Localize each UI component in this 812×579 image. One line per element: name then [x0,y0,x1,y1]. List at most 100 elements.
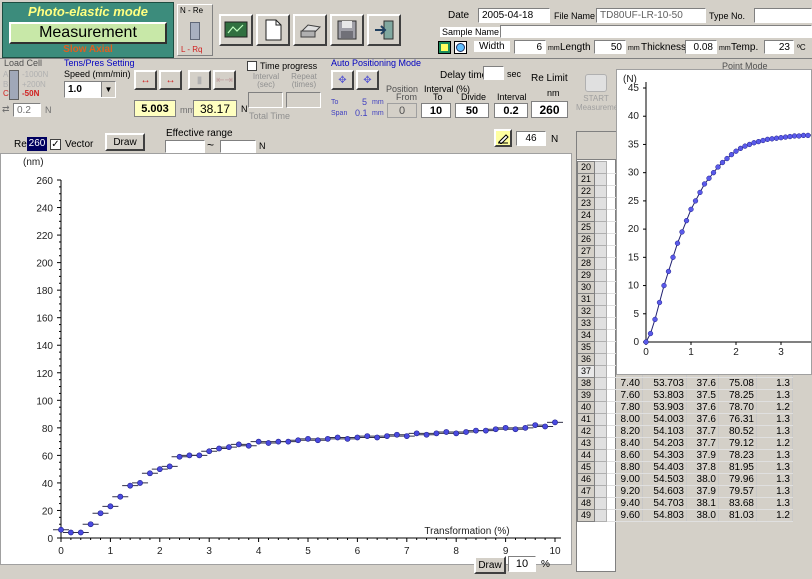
draw-button-bottom[interactable]: Draw [474,556,506,574]
row-selector[interactable] [594,305,607,318]
vector-checkbox[interactable]: ✓ [50,139,61,150]
re-limit-field[interactable]: 260 [531,101,568,118]
row-selector[interactable] [594,257,607,270]
start-button[interactable]: START Measurement [576,70,625,118]
date-field[interactable]: 2005-04-18 [478,8,550,23]
return-button[interactable]: ⇤⇥ [213,70,236,90]
row-selector[interactable] [594,485,607,498]
row-selector[interactable] [594,389,607,402]
file-name-field[interactable]: TD80UF-LR-10-50 [596,8,706,23]
point-mode-label: Point Mode [722,61,768,71]
row-selector[interactable] [594,341,607,354]
new-file-button[interactable] [256,14,290,46]
zero-icon[interactable]: ⇄ [2,104,10,114]
row-selector[interactable] [594,281,607,294]
row-selector[interactable] [594,437,607,450]
table-cell: 37.8 [686,461,719,474]
data-point [697,189,703,196]
data-point [782,134,789,140]
draw-percent-field[interactable]: 10 [508,556,536,572]
row-selector[interactable] [594,449,607,462]
circle-shape-toggle[interactable] [454,41,467,54]
auto-pos-button-1[interactable]: ✥ [331,70,354,90]
speed-select[interactable]: 1.0 ▼ [64,81,116,98]
range-min-field[interactable] [165,140,205,153]
row-selector[interactable] [594,221,607,234]
row-selector[interactable] [594,185,607,198]
table-row[interactable]: 49 9.60 54.803 38.0 81.03 1.2 [577,509,793,522]
row-selector[interactable] [594,233,607,246]
table-row[interactable]: 44 8.60 54.303 37.9 78.23 1.3 [577,449,793,462]
row-selector[interactable] [594,473,607,486]
range-max-field[interactable] [220,140,256,153]
force-chart: (N) 0 5 10 15 20 25 30 35 40 45 0 1 2 3 [623,74,812,358]
compression-button[interactable]: ↔ [159,70,182,90]
row-selector[interactable] [594,353,607,366]
draw-button-top[interactable]: Draw [105,133,145,151]
interval2-field[interactable]: 0.2 [494,103,528,118]
measurement-button[interactable]: Measurement [9,22,167,44]
row-selector[interactable] [594,245,607,258]
type-no-field[interactable] [754,8,812,23]
row-selector[interactable] [594,293,607,306]
interval-field[interactable] [248,92,283,108]
row-selector[interactable] [594,317,607,330]
row-selector[interactable] [594,497,607,510]
delay-time-field[interactable] [483,66,504,80]
row-selector[interactable] [594,461,607,474]
monitor-button[interactable] [219,14,253,46]
table-row[interactable]: 43 8.40 54.203 37.7 79.12 1.2 [577,437,793,450]
time-progress-checkbox[interactable] [247,61,257,71]
save-button[interactable] [330,14,364,46]
row-selector[interactable] [594,161,607,174]
table-row[interactable]: 48 9.40 54.703 38.1 83.68 1.3 [577,497,793,510]
thickness-field[interactable]: 0.08 [685,40,717,54]
print-button[interactable] [293,14,327,46]
width-field[interactable]: 6 [514,40,546,54]
divide-field[interactable]: 50 [455,103,489,118]
table-row[interactable]: 40 7.80 53.903 37.6 78.70 1.2 [577,401,793,414]
length-field[interactable]: 50 [594,40,626,54]
square-shape-toggle[interactable] [438,41,451,54]
row-selector[interactable] [594,377,607,390]
nre-toggle[interactable]: N - Re L - Rq [177,4,213,56]
load-cell-a-value: -1000N [22,70,49,79]
row-selector[interactable] [594,425,607,438]
table-row[interactable]: 41 8.00 54.003 37.6 76.31 1.3 [577,413,793,426]
table-row[interactable]: 45 8.80 54.403 37.8 81.95 1.3 [577,461,793,474]
row-selector[interactable] [594,401,607,414]
table-row[interactable]: 46 9.00 54.503 38.0 79.96 1.3 [577,473,793,486]
x-tick-label: 0 [643,347,649,358]
to2-field[interactable]: 10 [421,103,451,118]
row-selector[interactable] [594,509,607,522]
row-selector[interactable] [594,209,607,222]
row-selector[interactable] [594,413,607,426]
table-row[interactable]: 47 9.20 54.603 37.9 79.57 1.3 [577,485,793,498]
row-number: 39 [577,389,595,402]
pen-tool-button[interactable] [494,129,512,147]
row-selector[interactable] [594,197,607,210]
load-zero-field[interactable]: 0.2 [13,103,41,117]
table-row[interactable]: 38 7.40 53.703 37.6 75.08 1.3 [577,377,793,390]
exit-button[interactable] [367,14,401,46]
data-point [245,442,252,449]
n-value-field[interactable]: 46 [516,131,546,146]
re-field[interactable]: 260 [27,137,47,151]
temp-field[interactable]: 23 [764,40,794,54]
tension-button[interactable]: ↔ [134,70,157,90]
repeat-field[interactable] [286,92,321,108]
data-point [77,529,84,536]
row-selector[interactable] [594,173,607,186]
stop-button[interactable]: ▮ [188,70,211,90]
y-tick-label: 120 [36,369,53,380]
row-selector[interactable] [594,365,607,378]
sample-name-field[interactable] [500,25,812,38]
table-row[interactable]: 42 8.20 54.103 37.7 80.52 1.3 [577,425,793,438]
load-cell-switch[interactable] [9,70,19,100]
auto-pos-button-2[interactable]: ✥ [356,70,379,90]
row-selector[interactable] [594,269,607,282]
table-row[interactable]: 39 7.60 53.803 37.5 78.25 1.3 [577,389,793,402]
repeat-label: Repeat (times) [291,72,317,89]
from-field[interactable]: 0 [387,103,417,118]
row-selector[interactable] [594,329,607,342]
